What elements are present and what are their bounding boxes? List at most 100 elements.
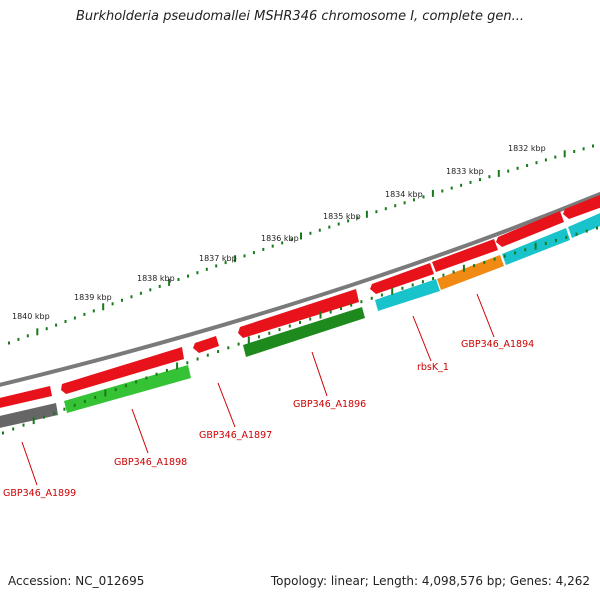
lower-dot (43, 415, 45, 419)
lower-dot (278, 328, 281, 332)
lower-dot (493, 257, 496, 261)
ruler-dot (384, 207, 387, 211)
gene-gbp346-a1898-green[interactable] (64, 365, 191, 413)
leader-a1899 (21, 441, 38, 486)
ruler-major-tick (431, 189, 434, 197)
lower-dot (514, 251, 517, 255)
ruler-dot (309, 231, 312, 235)
ruler-dot (17, 337, 20, 341)
ruler-labels: 1840 kbp 1839 kbp 1838 kbp 1837 kbp 1836… (12, 144, 546, 321)
gene-rbsk-1-cyan[interactable] (375, 279, 440, 311)
ruler-label-1837: 1837 kbp (199, 254, 237, 263)
lower-dot (370, 296, 373, 300)
ruler-dot (535, 161, 538, 165)
lower-dot (124, 384, 127, 388)
label-gbp346-a1897[interactable]: GBP346_A1897 (199, 430, 272, 441)
ruler-dot (224, 261, 227, 265)
ruler-dot (403, 201, 406, 205)
ruler-dot (356, 216, 359, 220)
ruler-major-tick (300, 232, 302, 240)
lower-dot (503, 254, 506, 258)
ruler-dot (526, 164, 529, 167)
ruler-dot (271, 244, 274, 248)
ruler-dot (290, 238, 293, 242)
ruler-major-tick (234, 255, 237, 263)
gene-gbp346-a1894-red[interactable] (432, 239, 498, 272)
lower-major-tick (534, 242, 537, 250)
lower-dot (340, 307, 342, 310)
gene-red-forward[interactable] (0, 386, 52, 409)
label-gbp346-a1896[interactable]: GBP346_A1896 (293, 399, 366, 410)
ruler-dot (262, 247, 265, 251)
ruler-dot (252, 251, 255, 255)
ruler-dot (205, 267, 208, 271)
leader-rbsk-1 (412, 315, 432, 362)
ruler-dots (8, 144, 594, 345)
accession-text: Accession: NC_012695 (8, 574, 145, 588)
ruler-dot (8, 341, 10, 345)
ruler-dot (196, 271, 199, 275)
map-title: Burkholderia pseudomallei MSHR346 chromo… (75, 9, 525, 24)
lower-dot (350, 303, 353, 307)
lower-major-tick (176, 362, 179, 370)
ruler-dot (55, 323, 58, 327)
label-gbp346-a1898[interactable]: GBP346_A1898 (114, 457, 187, 468)
ruler-dot (441, 189, 444, 193)
lower-dot (299, 321, 301, 324)
ruler-dot (187, 274, 189, 278)
ruler-dot (121, 298, 123, 302)
gene-gbp346-a1898-red[interactable] (61, 347, 184, 394)
ruler-dot (413, 198, 415, 202)
lower-dot (360, 300, 363, 304)
lower-dot (585, 229, 588, 233)
lower-dot (63, 407, 66, 411)
gene-labels[interactable]: GBP346_A1899 GBP346_A1898 GBP346_A1897 G… (3, 339, 534, 499)
label-rbsk-1[interactable]: rbsK_1 (417, 362, 449, 373)
ruler-major-tick (168, 278, 171, 286)
lower-dot (544, 242, 547, 245)
label-gbp346-a1899[interactable]: GBP346_A1899 (3, 488, 76, 499)
lower-major-tick (462, 264, 465, 272)
gene-red-reverse-1[interactable] (496, 211, 564, 247)
lower-dot (227, 346, 230, 350)
gene-rbsk-1-red[interactable] (370, 263, 434, 294)
gene-gbp346-a1896-green[interactable] (243, 307, 365, 357)
lower-dot (432, 277, 435, 280)
ruler-dot (479, 178, 481, 182)
lower-dot (268, 331, 271, 335)
ruler-dot (469, 180, 472, 184)
lower-dot (411, 283, 414, 287)
ruler-dot (573, 150, 576, 153)
lower-dot (473, 264, 476, 268)
leader-a1897 (217, 382, 236, 428)
gene-gbp346-a1899-gray[interactable] (0, 403, 58, 429)
lower-dot (555, 238, 557, 242)
ruler-dot (177, 278, 180, 281)
ruler-dot (375, 210, 378, 214)
ruler-dot (450, 186, 453, 190)
lower-dot (145, 376, 148, 380)
ruler-label-1839: 1839 kbp (74, 293, 112, 302)
ruler-label-1832: 1832 kbp (508, 144, 546, 153)
lower-dot (135, 380, 138, 384)
ruler-major-tick (365, 210, 368, 218)
lower-dot (483, 260, 486, 264)
lower-dot (217, 350, 220, 353)
gene-gbp346-a1897-red[interactable] (193, 336, 219, 353)
lower-dot (94, 395, 97, 399)
ruler-dot (64, 320, 67, 323)
ruler-dot (328, 225, 331, 229)
label-gbp346-a1894[interactable]: GBP346_A1894 (461, 339, 534, 350)
lower-dot (288, 324, 291, 328)
gene-gbp346-a1896-red[interactable] (238, 289, 359, 338)
lower-dot (329, 310, 332, 314)
topology-summary: Topology: linear; Length: 4,098,576 bp; … (270, 574, 590, 588)
ruler-dot (130, 295, 133, 299)
gene-cyan-reverse-2[interactable] (568, 211, 600, 238)
lower-dot (442, 273, 445, 277)
gene-red-reverse-2[interactable] (563, 193, 600, 219)
lower-dot (2, 431, 4, 435)
gene-gbp346-a1894-orange[interactable] (437, 255, 504, 290)
label-leader-lines (21, 293, 495, 486)
